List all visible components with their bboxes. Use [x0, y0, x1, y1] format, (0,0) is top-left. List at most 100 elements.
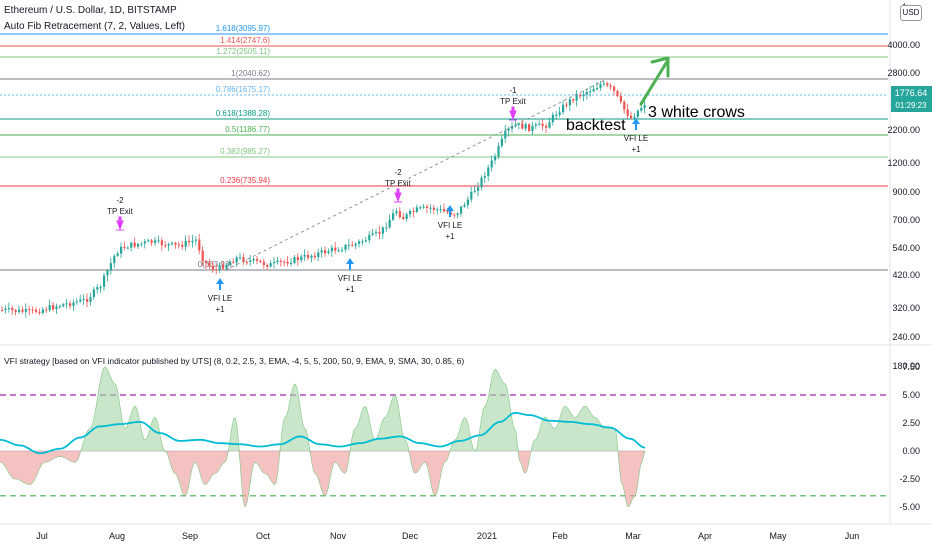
- candle-body: [623, 101, 626, 110]
- signal-qty-label: +1: [631, 145, 641, 154]
- candle-body: [252, 259, 255, 261]
- candle-body: [606, 83, 609, 86]
- candle-body: [188, 240, 191, 243]
- candle-body: [541, 123, 544, 126]
- candle-body: [45, 309, 48, 311]
- candle-body: [72, 302, 75, 306]
- fib-level-label: 1(2040.62): [231, 69, 270, 78]
- candle-body: [344, 245, 347, 250]
- candle-body: [38, 311, 41, 313]
- candle-body: [392, 213, 395, 220]
- candle-body: [616, 90, 619, 96]
- candle-body: [599, 84, 602, 88]
- candle-body: [137, 244, 140, 247]
- candle-body: [327, 251, 330, 254]
- candle-body: [116, 253, 119, 256]
- candle-body: [558, 112, 561, 115]
- candle-body: [211, 265, 214, 270]
- candle-body: [453, 214, 456, 216]
- backtest-annotation: backtest: [566, 117, 626, 134]
- drawing-arrow-head-icon[interactable]: [650, 56, 670, 78]
- candle-body: [613, 86, 616, 91]
- entry-arrow-icon[interactable]: [446, 205, 454, 217]
- vfi-tick-label: -5.00: [899, 502, 920, 512]
- candle-body: [300, 256, 303, 261]
- vfi-tick-label: 0.00: [902, 446, 920, 456]
- trend-line: [225, 79, 606, 271]
- candle-body: [167, 243, 170, 246]
- candle-body: [395, 211, 398, 214]
- candle-body: [456, 213, 459, 216]
- candle-body: [120, 246, 123, 254]
- exit-arrow-icon[interactable]: [509, 106, 517, 121]
- candle-body: [500, 138, 503, 146]
- currency-badge[interactable]: USD: [900, 5, 922, 21]
- candle-body: [320, 250, 323, 253]
- fib-level-label: 1.618(3095.97): [216, 24, 271, 33]
- signal-name-label: VFI LE: [624, 134, 648, 143]
- candle-body: [596, 87, 599, 90]
- signal-name-label: VFI LE: [438, 221, 462, 230]
- candle-body: [143, 241, 146, 244]
- candle-body: [409, 211, 412, 215]
- candle-body: [528, 124, 531, 131]
- candle-body: [303, 254, 306, 257]
- candle-body: [106, 270, 109, 276]
- candle-body: [630, 115, 633, 119]
- candle-body: [551, 114, 554, 123]
- candle-body: [347, 244, 350, 246]
- candle-body: [313, 255, 316, 258]
- vfi-tick-label: 2.50: [902, 418, 920, 428]
- candle-body: [48, 305, 51, 311]
- exit-arrow-icon[interactable]: [116, 216, 124, 231]
- time-axis-label: Feb: [552, 531, 568, 541]
- candle-body: [381, 227, 384, 234]
- price-tick-label: 2200.00: [887, 125, 920, 135]
- candle-body: [426, 206, 429, 209]
- entry-arrow-icon[interactable]: [632, 118, 640, 130]
- candle-body: [86, 299, 89, 302]
- candle-body: [286, 261, 289, 264]
- candle-body: [432, 207, 435, 210]
- candle-body: [514, 124, 517, 127]
- last-price-tag[interactable]: [891, 86, 932, 112]
- candle-body: [534, 124, 537, 126]
- price-tick-label: 180.00: [892, 361, 920, 371]
- candle-body: [177, 244, 180, 246]
- candle-body: [157, 240, 160, 242]
- candle-body: [640, 107, 643, 111]
- fib-level-label: 0(333.93): [198, 260, 233, 269]
- fib-level-label: 0.786(1675.17): [216, 85, 271, 94]
- candle-body: [337, 250, 340, 252]
- candle-body: [521, 123, 524, 129]
- candle-body: [273, 262, 276, 264]
- candle-body: [205, 261, 208, 263]
- candle-body: [222, 265, 225, 269]
- candle-body: [602, 83, 605, 85]
- candle-body: [99, 286, 102, 288]
- entry-arrow-icon[interactable]: [216, 278, 224, 290]
- entry-arrow-icon[interactable]: [346, 258, 354, 270]
- signal-name-label: TP Exit: [385, 179, 411, 188]
- exit-arrow-icon[interactable]: [394, 188, 402, 203]
- candle-body: [568, 99, 571, 106]
- drawing-arrow-line[interactable]: [639, 58, 670, 106]
- candle-body: [555, 114, 558, 116]
- candle-body: [283, 261, 286, 263]
- candle-body: [18, 309, 21, 312]
- vfi-negative-area: [0, 451, 645, 507]
- fib-level-label: 1.414(2747.6): [220, 36, 270, 45]
- time-axis-label: Nov: [330, 531, 347, 541]
- candle-body: [58, 306, 61, 308]
- candle-body: [290, 263, 293, 265]
- signal-name-label: TP Exit: [500, 97, 526, 106]
- candle-body: [235, 257, 238, 263]
- indicator-title: Auto Fib Retracement (7, 2, Values, Left…: [4, 21, 186, 32]
- vfi-positive-area: [0, 367, 645, 451]
- candle-body: [524, 124, 527, 129]
- candle-body: [41, 309, 44, 313]
- candle-body: [480, 177, 483, 188]
- candle-body: [446, 211, 449, 213]
